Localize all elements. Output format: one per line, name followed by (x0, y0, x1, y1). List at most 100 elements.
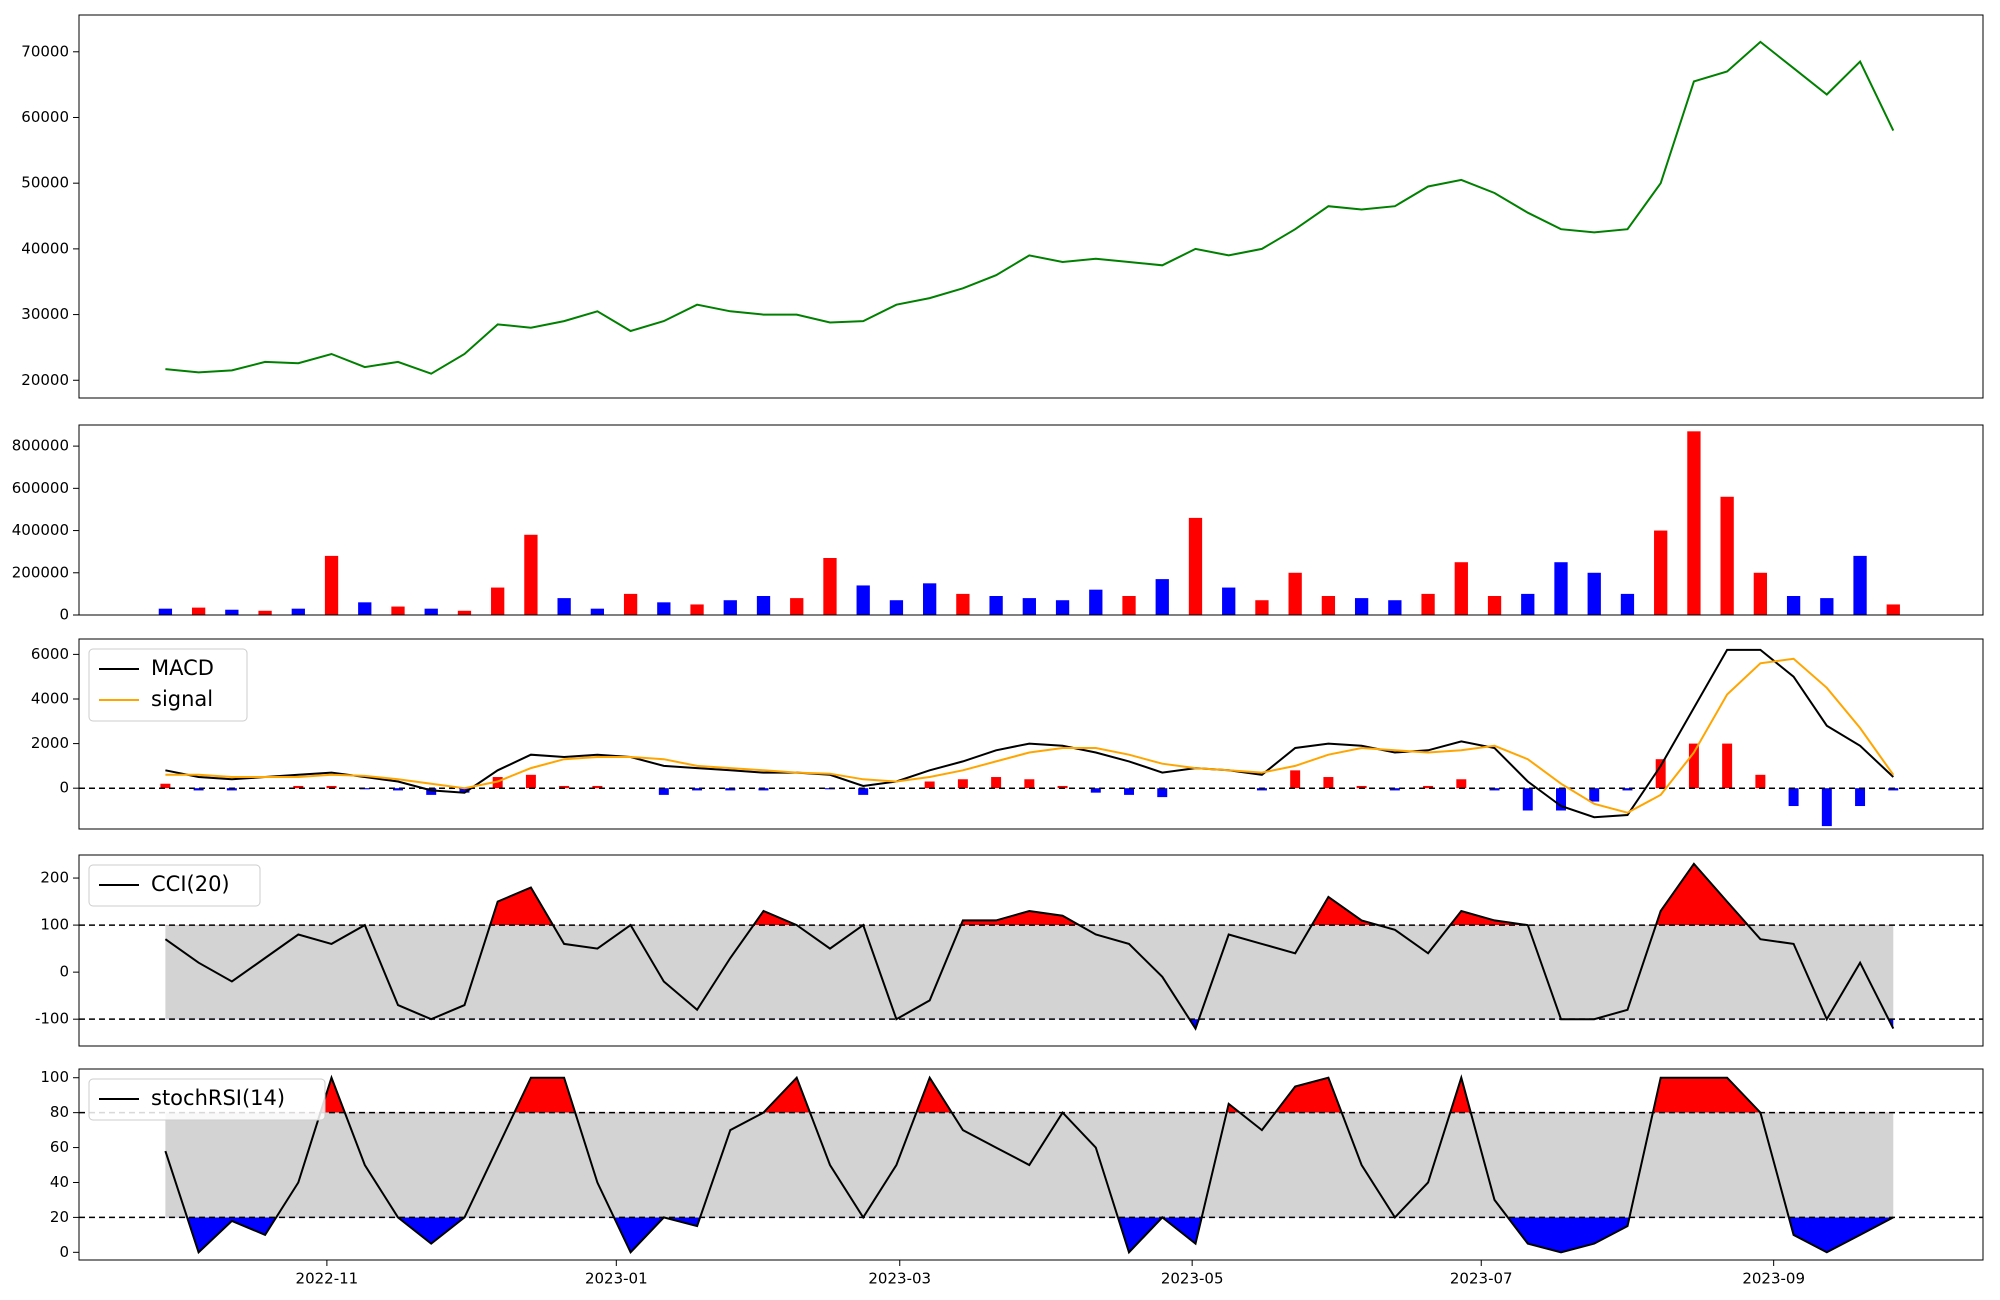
volume-bar (657, 602, 671, 615)
volume-bar (324, 555, 339, 615)
panel-frame (78, 14, 1984, 399)
histogram-bar (858, 788, 869, 795)
volume-bar (1421, 593, 1435, 615)
volume-bar (1454, 562, 1468, 615)
x-tick-label: 2023-07 (1450, 1270, 1513, 1288)
histogram-bar (957, 779, 968, 789)
histogram-bar (1522, 788, 1533, 811)
x-tick-label: 2023-09 (1742, 1270, 1805, 1288)
histogram-bar (658, 788, 669, 795)
y-tick-label: 20 (50, 1208, 69, 1226)
panel: -100 0 100 200 CCI(20) (35, 854, 1984, 1047)
histogram-bar (193, 788, 204, 791)
y-tick-label: 200 (40, 869, 69, 887)
histogram-bar (1589, 788, 1600, 802)
x-tick-label: 2023-03 (868, 1270, 931, 1288)
legend-label: CCI(20) (151, 872, 230, 896)
volume-bar (690, 604, 704, 615)
histogram-bar (1256, 788, 1267, 791)
y-tick-label: 30000 (21, 305, 69, 323)
histogram-bar (991, 777, 1002, 789)
histogram-bar (1622, 788, 1633, 791)
volume-bar (1587, 572, 1601, 615)
histogram-bar (1090, 788, 1101, 793)
histogram-bar (459, 788, 470, 793)
histogram-bar (1688, 743, 1699, 789)
y-tick-label: 60 (50, 1138, 69, 1156)
histogram-bar (525, 774, 536, 789)
volume-bar (1521, 593, 1535, 615)
volume-bar (1321, 596, 1336, 615)
volume-bar (491, 587, 505, 615)
y-tick-label: 200000 (12, 563, 69, 581)
panel-frame (78, 1068, 1984, 1261)
volume-bar (1687, 431, 1701, 615)
histogram-bar (1722, 743, 1733, 789)
volume-bar (1720, 496, 1734, 615)
panel-frame (78, 638, 1984, 830)
indicator-line (165, 648, 1894, 819)
volume-bar (1155, 579, 1169, 615)
volume-bar (358, 602, 372, 615)
x-tick-label: 2023-05 (1161, 1270, 1224, 1288)
histogram-bar (1290, 770, 1301, 789)
y-tick-label: 6000 (31, 645, 69, 663)
legend-label: stochRSI(14) (151, 1086, 285, 1110)
price-line (165, 40, 1895, 375)
histogram-bar (1323, 777, 1334, 789)
volume-bar (225, 609, 239, 615)
volume-bar (1753, 572, 1768, 615)
y-tick-label: 0 (59, 1243, 69, 1261)
volume-bar (1354, 598, 1369, 615)
legend-box (88, 648, 248, 722)
histogram-bar (725, 788, 736, 791)
histogram-bar (1888, 788, 1899, 791)
volume-bar (158, 608, 173, 615)
panel: 20000 30000 40000 50000 60000 70000 (21, 14, 1984, 399)
panel: 0 200000 400000 600000 800000 (12, 424, 1984, 624)
indicator-line (164, 862, 1895, 1031)
histogram-bar (1024, 779, 1035, 789)
histogram-bar (293, 785, 304, 789)
volume-bar (989, 596, 1003, 615)
histogram-bar (1855, 788, 1866, 807)
histogram-bar (1788, 788, 1799, 807)
y-tick-label: 100 (40, 1068, 69, 1086)
histogram-bar (1556, 788, 1566, 811)
volume-bar (1654, 530, 1668, 615)
x-tick-label: 2023-01 (585, 1270, 648, 1288)
volume-bar (1853, 555, 1867, 615)
histogram-bar (1489, 788, 1500, 791)
y-tick-label: 2000 (31, 734, 69, 752)
histogram-bar (1423, 785, 1434, 789)
volume-bar (756, 596, 771, 615)
indicator-line (165, 657, 1895, 814)
volume-bar (1786, 596, 1801, 615)
histogram-bar (226, 788, 237, 791)
histogram-bar (559, 785, 570, 789)
volume-bar (1554, 562, 1568, 615)
volume-bar (623, 593, 638, 615)
panel: 0 2000 4000 6000 MACD signal (31, 638, 1984, 830)
y-tick-label: 80 (50, 1103, 69, 1121)
histogram-bar (1389, 788, 1400, 791)
histogram-bar (924, 781, 935, 789)
volume-bar (1122, 596, 1136, 615)
volume-bar (1487, 596, 1502, 615)
volume-bar (1222, 587, 1236, 615)
volume-bar (291, 608, 305, 615)
y-tick-label: 100 (40, 916, 69, 934)
histogram-bar (1124, 788, 1135, 795)
histogram-bar (393, 788, 403, 791)
y-tick-label: 400000 (12, 521, 69, 539)
histogram-bar (160, 783, 171, 789)
histogram-bar (1821, 788, 1832, 827)
y-tick-label: 70000 (21, 42, 69, 60)
histogram-bar (1456, 779, 1467, 789)
volume-bar (524, 534, 538, 615)
histogram-bar (1655, 759, 1666, 789)
histogram-bar (592, 785, 603, 789)
panel-frame (78, 854, 1984, 1047)
y-tick-label: 0 (59, 963, 69, 981)
